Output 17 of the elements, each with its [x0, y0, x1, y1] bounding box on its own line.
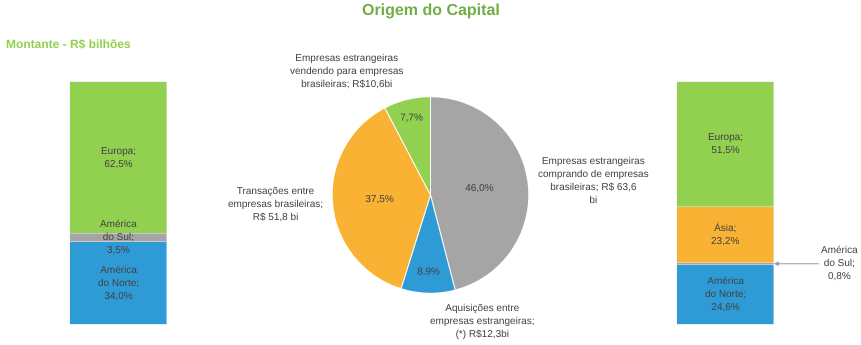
slice-label: Empresas estrangeiras vendendo para empresas brasileiras; R$10,6bi — [290, 53, 404, 90]
data-label: América do Norte; 24,6% — [705, 276, 746, 313]
data-label: 37,5% — [365, 194, 394, 205]
slice-label: Aquisições entre empresas estrangeiras; (*) R$12,3bi — [430, 303, 534, 340]
data-label: Europa; 62,5% — [101, 146, 136, 170]
slice-label: Empresas estrangeiras comprando de empresas brasileiras; R$ 63,6 bi — [538, 156, 649, 206]
data-label: Europa; 51,5% — [708, 132, 744, 156]
data-label: América do Norte; 34,0% — [98, 265, 140, 302]
data-label: Ásia; 23,2% — [711, 222, 740, 247]
data-label: América do Sul; 3,5% — [100, 219, 138, 256]
data-label: 46,0% — [465, 183, 494, 194]
data-label: América do Sul; 0,8% — [821, 245, 858, 282]
slice-label: Transações entre empresas brasileiras; R$ 51,8 bi — [228, 186, 324, 223]
chart-title: Montante - R$ bilhões — [6, 37, 131, 51]
data-label: 7,7% — [400, 112, 423, 124]
chart-title: Origem do Capital — [362, 2, 500, 19]
data-label: 8,9% — [417, 266, 440, 278]
